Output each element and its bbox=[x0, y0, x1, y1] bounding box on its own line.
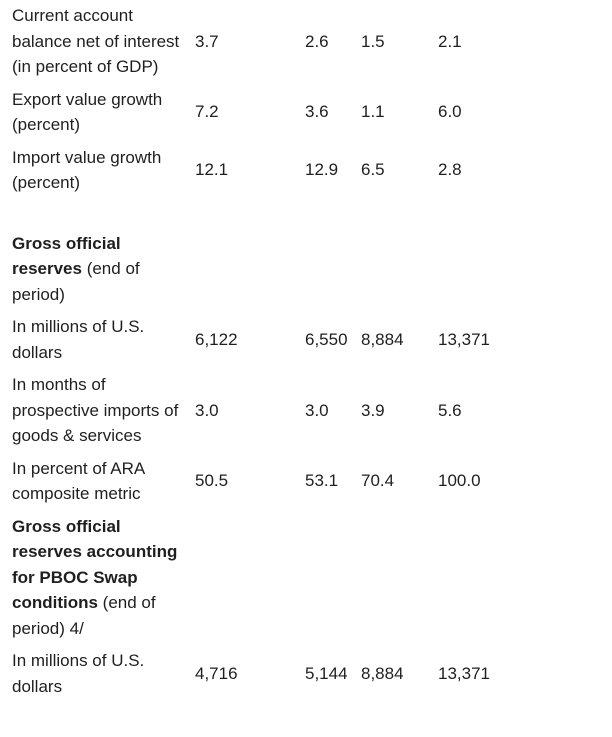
spacer-row bbox=[0, 200, 612, 228]
cell-value: 3.6 bbox=[305, 102, 329, 122]
cell-value: 5,144 bbox=[305, 663, 348, 683]
cell-value: 6.0 bbox=[438, 102, 462, 122]
section-header-regular-text: (end of period) bbox=[12, 259, 140, 304]
row-label: Export value growth (percent) bbox=[12, 89, 163, 135]
row-label: In months of prospective imports of good… bbox=[12, 375, 179, 445]
cell-value: 2.1 bbox=[438, 31, 462, 51]
cell-value: 8,884 bbox=[361, 329, 404, 349]
table-row: In millions of U.S. dollars 4,716 5,144 8,8… bbox=[0, 645, 612, 703]
cell-value: 3.0 bbox=[195, 400, 219, 420]
section-header-label: Gross official reserves accounting for P… bbox=[0, 511, 183, 646]
cell-value: 50.5 bbox=[195, 471, 229, 491]
cell-value: 70.4 bbox=[361, 471, 395, 491]
cell-value bbox=[293, 511, 349, 646]
indicators-table: Current account balance net of interest … bbox=[0, 0, 612, 703]
cell-value bbox=[426, 228, 612, 312]
cell-value: 7.2 bbox=[195, 102, 219, 122]
row-label: In percent of ARA composite metric bbox=[12, 458, 145, 504]
table-row: Gross official reserves accounting for P… bbox=[0, 511, 612, 646]
cell-value bbox=[349, 511, 426, 646]
cell-value: 3.9 bbox=[361, 400, 385, 420]
cell-value: 6,550 bbox=[305, 329, 348, 349]
cell-value: 3.7 bbox=[195, 31, 219, 51]
section-header-label: Gross official reserves (end of period) bbox=[0, 228, 183, 312]
cell-value: 100.0 bbox=[438, 471, 481, 491]
row-label: Current account balance net of interest … bbox=[12, 6, 180, 76]
table-row: Gross official reserves (end of period) bbox=[0, 228, 612, 312]
cell-value: 13,371 bbox=[438, 663, 490, 683]
cell-value: 2.6 bbox=[305, 31, 329, 51]
table-row: In months of prospective imports of good… bbox=[0, 369, 612, 453]
cell-value: 8,884 bbox=[361, 663, 404, 683]
cell-value: 13,371 bbox=[438, 329, 490, 349]
row-label: In millions of U.S. dollars bbox=[12, 317, 145, 362]
table-row: In percent of ARA composite metric 50.5 53… bbox=[0, 453, 612, 511]
table-row: Export value growth (percent) 7.2 3.6 1.1 6.… bbox=[0, 84, 612, 142]
cell-value: 6,122 bbox=[195, 329, 238, 349]
cell-value bbox=[349, 228, 426, 312]
cell-value: 12.1 bbox=[195, 160, 229, 180]
cell-value: 53.1 bbox=[305, 471, 339, 491]
table-row: In millions of U.S. dollars 6,122 6,550 8,8… bbox=[0, 311, 612, 369]
cell-value: 5.6 bbox=[438, 400, 462, 420]
cell-value: 1.5 bbox=[361, 31, 385, 51]
cell-value bbox=[426, 511, 612, 646]
section-header-regular-text: (end of period) 4/ bbox=[12, 593, 156, 638]
cell-value bbox=[183, 511, 293, 646]
cell-value: 3.0 bbox=[305, 400, 329, 420]
spacer-cell bbox=[0, 200, 612, 228]
cell-value: 2.8 bbox=[438, 160, 462, 180]
cell-value bbox=[183, 228, 293, 312]
cell-value: 12.9 bbox=[305, 160, 339, 180]
row-label: Import value growth (percent) bbox=[12, 147, 162, 193]
cell-value bbox=[293, 228, 349, 312]
section-header-bold-text: Gross official reserves accounting for P… bbox=[12, 516, 178, 613]
cell-value: 1.1 bbox=[361, 102, 385, 122]
section-header-bold-text: Gross official reserves bbox=[12, 233, 121, 279]
row-label: In millions of U.S. dollars bbox=[12, 651, 145, 696]
table-row: Import value growth (percent) 12.1 12.9 6.5… bbox=[0, 142, 612, 200]
table-row: Current account balance net of interest … bbox=[0, 0, 612, 84]
indicators-table-body: Current account balance net of interest … bbox=[0, 0, 612, 703]
cell-value: 6.5 bbox=[361, 160, 385, 180]
cell-value: 4,716 bbox=[195, 663, 238, 683]
